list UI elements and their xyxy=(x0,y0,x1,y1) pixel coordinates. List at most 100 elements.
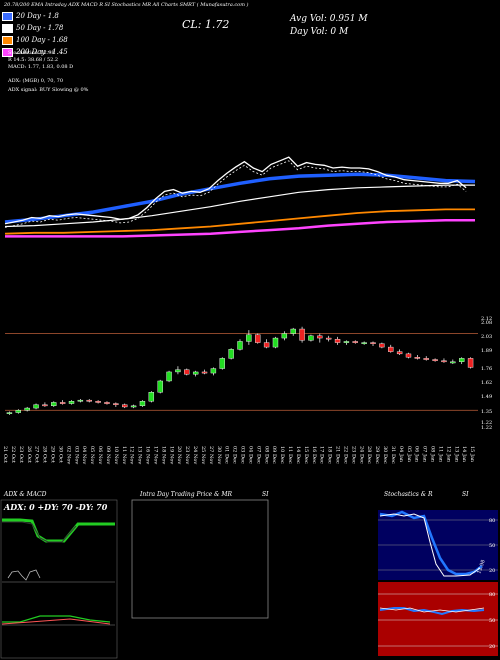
candle-body xyxy=(77,399,84,402)
legend-entry: 100 Day - 1.68 xyxy=(2,34,68,46)
date-tick-label: 28 Dec xyxy=(366,446,372,464)
date-tick-label: 06 Jan xyxy=(414,446,420,463)
price-tick-label: 1.22 xyxy=(481,425,492,431)
date-tick-label: 26 Oct xyxy=(26,446,32,463)
candle-body xyxy=(228,349,234,359)
rsi-tick-label: 50 xyxy=(489,618,495,624)
date-tick-label: 16 Dec xyxy=(311,446,317,464)
candle-body xyxy=(334,338,341,343)
candle-body xyxy=(361,342,367,344)
price-tick-label: 1.62 xyxy=(481,380,492,386)
candle-body xyxy=(423,358,429,360)
candle-body xyxy=(59,402,66,404)
candle-body xyxy=(272,337,279,348)
candle-body xyxy=(104,402,110,404)
rsi-signal-line xyxy=(379,607,485,613)
candle-body xyxy=(299,328,305,341)
stochastic-d-line xyxy=(379,513,481,577)
candle-body xyxy=(388,346,394,352)
price-tick-label: 1.22 xyxy=(481,420,492,426)
candle-body xyxy=(148,392,155,402)
stochastics-tick-label: 20 xyxy=(489,568,495,574)
avg-volume: Avg Vol: 0.951 M xyxy=(290,14,368,24)
legend-label: 20 Day - 1.8 xyxy=(16,12,59,20)
date-tick-label: 13 Jan xyxy=(453,446,459,463)
candle-body xyxy=(308,335,314,341)
candle-body xyxy=(166,371,172,382)
candle-body xyxy=(219,358,225,369)
date-tick-label: 31 Dec xyxy=(390,446,396,464)
date-tick-label: 07 Jan xyxy=(422,446,428,463)
macd-signal-line xyxy=(1,618,111,625)
legend-entry: 200 Day - 1.45 xyxy=(2,46,68,58)
date-tick-label: 05 Jan xyxy=(406,446,412,463)
adx-panel-title: ADX & MACD xyxy=(4,491,47,498)
date-tick-label: 30 Nov xyxy=(216,446,222,464)
date-tick-label: 08 Dec xyxy=(263,446,269,464)
date-tick-label: 27 Oct xyxy=(34,446,40,463)
ema20-line xyxy=(4,172,476,224)
date-tick-label: 03 Nov xyxy=(73,446,79,464)
candle-body xyxy=(255,334,261,343)
intraday-si-label: SI xyxy=(262,491,269,498)
rsi-tick-label: 20 xyxy=(489,644,495,650)
price-tick-label: 1.35 xyxy=(481,409,492,415)
date-tick-label: 11 Nov xyxy=(121,446,127,464)
date-tick-label: 23 Dec xyxy=(350,446,356,464)
candle-body xyxy=(458,358,465,362)
macd-line xyxy=(2,615,111,623)
date-tick-label: 29 Dec xyxy=(374,446,380,464)
price-tick-label: 1.76 xyxy=(481,366,492,372)
stochastics-tick-label: 80 xyxy=(489,518,495,524)
ema200-line xyxy=(5,218,475,238)
candle-body xyxy=(113,403,119,405)
date-tick-label: 01 Dec xyxy=(224,446,230,464)
date-tick-label: 16 Nov xyxy=(145,446,151,464)
top-strip: 20.78/200 EMA Intraday ADX MACD R SI Sto… xyxy=(4,2,249,8)
candle-body xyxy=(95,401,101,403)
candle-body xyxy=(192,371,199,375)
date-tick-label: 23 Nov xyxy=(184,446,190,464)
legend-label: 50 Day - 1.78 xyxy=(16,24,64,32)
date-tick-label: 04 Jan xyxy=(398,446,404,463)
adx-line: ADX: (MGB) 0, 70, 70 xyxy=(8,78,63,84)
stochastic-last-value: 12.98 xyxy=(476,559,487,575)
candle-body xyxy=(352,341,358,343)
date-tick-label: 14 Dec xyxy=(295,446,301,464)
candle-body xyxy=(467,358,474,368)
candle-body xyxy=(432,359,438,361)
adx-mini-line xyxy=(7,569,41,581)
legend-label: 200 Day - 1.45 xyxy=(16,48,68,56)
date-tick-label: 24 Dec xyxy=(358,446,364,464)
date-tick-label: 04 Dec xyxy=(247,446,253,464)
ma-legend: 20 Day - 1.8 50 Day - 1.78 100 Day - 1.68 2… xyxy=(2,10,68,58)
date-tick-label: 15 Jan xyxy=(469,446,475,463)
date-tick-label: 17 Nov xyxy=(152,446,158,464)
ema50-line xyxy=(4,184,475,228)
date-tick-label: 04 Nov xyxy=(81,446,87,464)
date-tick-label: 12 Nov xyxy=(129,446,135,464)
candle-body xyxy=(86,399,92,402)
candle-body xyxy=(405,353,412,358)
date-tick-label: 07 Dec xyxy=(255,446,261,464)
candle-body xyxy=(68,401,75,404)
candle-body xyxy=(42,404,48,407)
legend-swatch xyxy=(2,11,13,21)
date-tick-label: 29 Oct xyxy=(50,446,56,463)
date-tick-label: 30 Dec xyxy=(382,446,388,464)
date-tick-label: 17 Dec xyxy=(319,446,325,464)
legend-swatch xyxy=(2,23,13,33)
date-tick-label: 22 Oct xyxy=(10,446,16,463)
legend-label: 100 Day - 1.68 xyxy=(16,36,68,44)
close-label: CL: 1.72 xyxy=(182,18,230,31)
stochastics-panel-title: Stochastics & R xyxy=(384,491,433,498)
date-tick-label: 28 Oct xyxy=(42,446,48,463)
rsi-tick-label: 80 xyxy=(489,592,495,598)
date-tick-label: 09 Dec xyxy=(271,446,277,464)
legend-swatch xyxy=(2,47,13,57)
candle-body xyxy=(343,341,350,343)
candle-body xyxy=(441,360,447,363)
candle-body xyxy=(130,405,137,408)
candle-body xyxy=(139,401,146,407)
